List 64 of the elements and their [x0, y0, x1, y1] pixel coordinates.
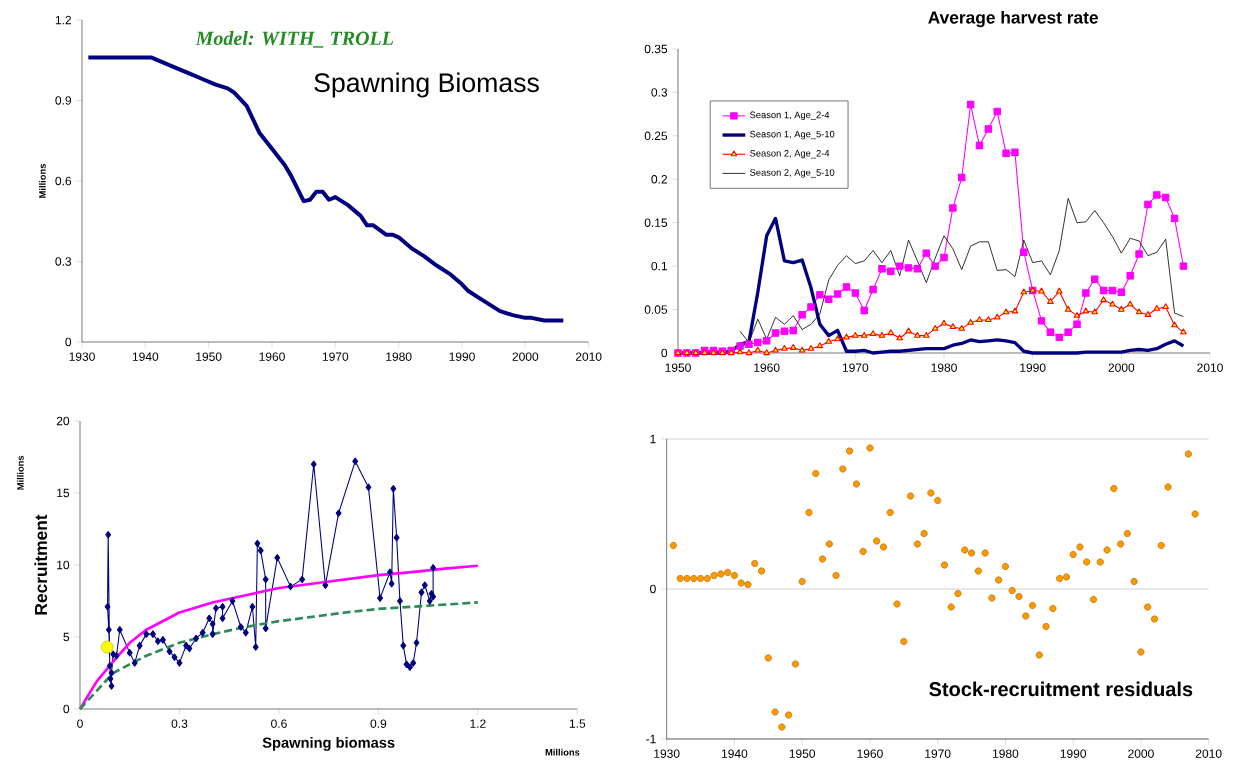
- x-tick-label: 1940: [721, 749, 748, 758]
- y-tick-label: 5: [63, 632, 70, 642]
- x-tick-label: 1930: [654, 749, 680, 758]
- x-tick-label: 1980: [931, 363, 957, 372]
- x-tick-label: 1960: [857, 749, 883, 758]
- x-tick-label: 2000: [512, 352, 539, 361]
- x-tick-label: 1970: [925, 749, 951, 758]
- x-tick-label: 1.5: [569, 719, 586, 728]
- x-tick-label: 1970: [322, 352, 349, 361]
- x-tick-label: 1980: [386, 352, 412, 361]
- x-tick-label: 2000: [1128, 749, 1154, 758]
- legend-label: Season 1, Age_2-4: [750, 111, 830, 121]
- chart-title: Average harvest rate: [928, 10, 1098, 28]
- x-tick-label: 0: [77, 719, 83, 728]
- x-tick-label: 1.2: [470, 719, 486, 728]
- x-tick-label: 1950: [665, 363, 691, 372]
- x-tick-label: 1960: [754, 363, 780, 372]
- y-tick-label: 0: [63, 704, 70, 714]
- x-tick-label: 0.3: [171, 719, 188, 728]
- y-tick-label: 15: [57, 488, 70, 498]
- x-tick-label: 1930: [69, 352, 95, 361]
- y-tick-label: 1: [650, 434, 656, 444]
- x-tick-label: 1980: [992, 749, 1019, 758]
- legend-label: Season 2, Age_5-10: [750, 169, 835, 178]
- y-tick-label: 0: [650, 584, 656, 594]
- x-tick-label: 1970: [842, 363, 869, 372]
- y-tick-label: 0.05: [644, 305, 668, 314]
- x-tick-label: 2010: [1195, 749, 1222, 758]
- y-tick-label: 0.3: [55, 257, 72, 266]
- x-tick-label: 2010: [1197, 363, 1223, 372]
- y-tick-label: -1: [646, 734, 656, 744]
- x-tick-label: 1940: [132, 352, 159, 361]
- y-tick-label: 0.3: [651, 88, 668, 97]
- x-tick-label: 2010: [575, 352, 602, 361]
- y-tick-label: 10: [57, 560, 70, 570]
- y-tick-label: 0.6: [55, 176, 72, 186]
- y-tick-label: 0.1: [651, 261, 668, 271]
- x-tick-label: 1990: [449, 352, 475, 361]
- y-tick-label: 20: [56, 416, 70, 426]
- x-axis-title: Spawning biomass: [262, 737, 395, 751]
- y-tick-label: 0.2: [651, 175, 667, 184]
- text: Spawning Biomass: [314, 72, 539, 98]
- y-tick-label: 0.35: [644, 44, 668, 54]
- y-axis-title: Recruitment: [34, 514, 48, 615]
- x-tick-label: 1990: [1020, 363, 1046, 372]
- y-tick-label: 1.2: [55, 15, 71, 25]
- annotation: Model: WITH_ TROLL: [195, 31, 394, 48]
- legend-label: Season 2, Age_2-4: [750, 149, 830, 159]
- x-tick-label: 2000: [1108, 363, 1135, 372]
- x-tick-label: 0.6: [271, 719, 287, 728]
- text: Stock-recruitment residuals: [929, 681, 1193, 697]
- y-tick-label: 0: [65, 337, 72, 347]
- legend-label: Season 1, Age_5-10: [750, 130, 835, 140]
- text: Millions: [545, 748, 580, 756]
- x-tick-label: 1950: [789, 749, 816, 758]
- y-tick-label: 0.15: [644, 218, 668, 227]
- y-tick-label: 0.9: [55, 96, 72, 105]
- y-tick-label: 0.25: [644, 131, 668, 141]
- y-axis-title: Millions: [38, 164, 46, 198]
- x-tick-label: 1990: [1060, 749, 1087, 758]
- x-tick-label: 1950: [196, 352, 222, 361]
- text: Millions: [16, 455, 24, 490]
- x-tick-label: 1960: [259, 352, 285, 361]
- x-tick-label: 0.9: [370, 719, 387, 728]
